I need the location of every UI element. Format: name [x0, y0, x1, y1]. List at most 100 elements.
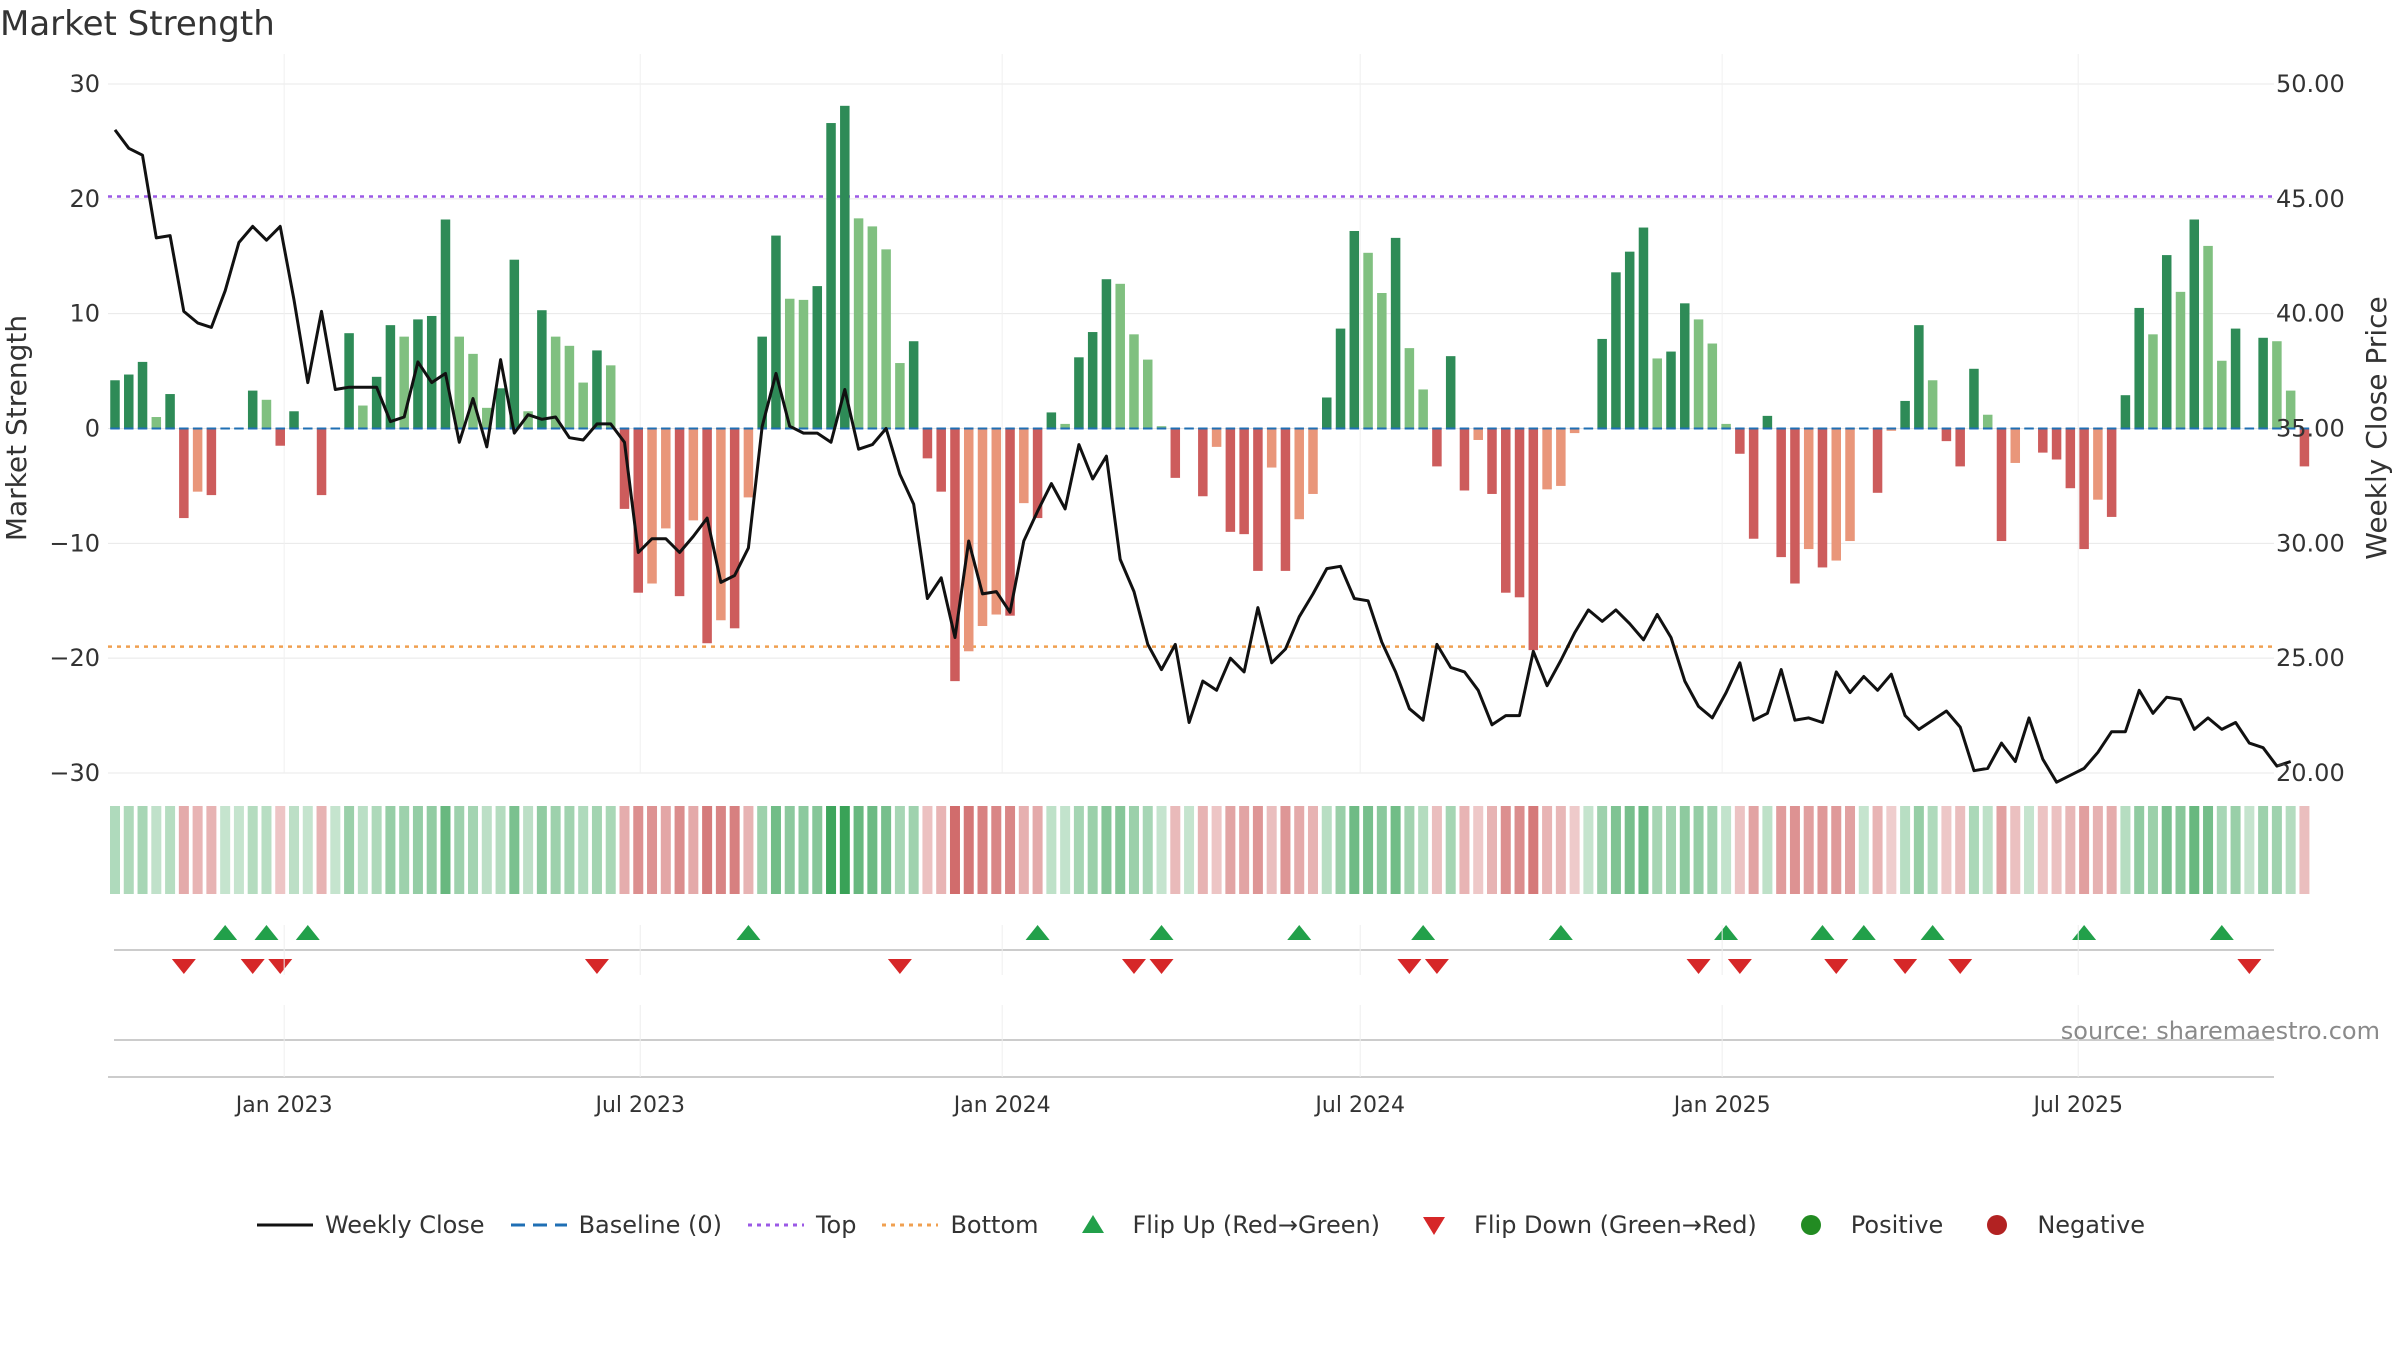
strength-bar — [1735, 428, 1745, 454]
strength-bar — [1776, 428, 1786, 558]
strength-bar — [1074, 357, 1084, 429]
strength-bar — [1611, 272, 1621, 429]
strip-cell — [633, 806, 644, 894]
strength-bar — [2010, 428, 2021, 463]
flip-up-marker — [1548, 925, 1573, 940]
strength-bar — [1914, 325, 1924, 429]
strength-bar — [729, 428, 740, 629]
strength-bar — [1019, 428, 1029, 504]
strength-bar — [1156, 426, 1167, 429]
strip-cell — [1294, 806, 1305, 894]
flip-up-marker — [1411, 925, 1436, 940]
strength-bar — [2272, 341, 2282, 429]
strip-cell — [536, 806, 547, 894]
strip-cell — [770, 806, 781, 894]
strength-bar — [1032, 428, 1043, 519]
strip-cell — [1418, 806, 1429, 894]
strength-bar — [881, 249, 891, 429]
strength-bar — [798, 299, 809, 429]
strip-cell — [936, 806, 947, 894]
strength-bar — [2203, 245, 2213, 429]
strip-cell — [908, 806, 919, 894]
strength-bar — [661, 428, 671, 529]
strip-cell — [1679, 806, 1690, 894]
date-tick-label: Jul 2024 — [1313, 1093, 1405, 1118]
legend-item-flip-down: Flip Down (Green→Red) — [1404, 1211, 1757, 1239]
strip-cell — [1913, 806, 1924, 894]
strip-cell — [1528, 806, 1539, 894]
strip-cell — [1666, 806, 1677, 894]
strength-bar — [895, 363, 905, 429]
strength-bar — [1721, 423, 1731, 429]
strength-bar — [688, 428, 699, 521]
left-axis-title: Market Strength — [0, 315, 33, 541]
strength-bar — [1638, 227, 1649, 429]
strip-cell — [2161, 806, 2172, 894]
strength-bar — [426, 315, 437, 429]
flip-down-marker — [1121, 959, 1146, 974]
weekly-close-line — [113, 128, 2292, 784]
strength-bar — [1294, 428, 1304, 520]
date-axis: Jan 2023 Jul 2023 Jan 2024 Jul 2024 Jan 2025… — [108, 925, 2274, 1118]
flip-up-marker — [2209, 925, 2234, 940]
legend-label: Negative — [2037, 1211, 2146, 1239]
strip-cell — [1376, 806, 1387, 894]
right-tick-label: 35.00 — [2276, 415, 2345, 443]
negative-dot-icon — [1987, 1215, 2008, 1235]
strength-bar — [1101, 279, 1112, 429]
strip-cell — [1638, 806, 1649, 894]
strength-bar — [1817, 428, 1828, 568]
strip-cell — [578, 806, 589, 894]
strength-bar — [1514, 428, 1525, 598]
flip-down-marker — [1948, 959, 1973, 974]
strip-cell — [481, 806, 492, 894]
strength-bar — [1349, 230, 1360, 429]
strip-cell — [440, 806, 451, 894]
strip-cell — [2299, 806, 2310, 894]
strip-cell — [881, 806, 892, 894]
strip-cell — [1390, 806, 1401, 894]
strip-cell — [344, 806, 355, 894]
strip-cell — [1886, 806, 1897, 894]
left-tick-label: −20 — [49, 644, 100, 672]
flip-down-marker — [1686, 959, 1711, 974]
strip-cell — [784, 806, 795, 894]
flip-up-marker — [254, 925, 279, 940]
strength-bar — [757, 336, 767, 429]
strip-cell — [1115, 806, 1126, 894]
strength-bar — [1528, 428, 1539, 651]
strip-cell — [468, 806, 479, 894]
flip-down-marker — [1397, 959, 1422, 974]
strength-bar — [908, 341, 919, 429]
strength-bar — [1322, 397, 1332, 429]
strip-cell — [165, 806, 176, 894]
strip-cell — [1349, 806, 1360, 894]
strength-bar — [2079, 428, 2089, 550]
strip-cell — [674, 806, 685, 894]
strength-bar — [2051, 428, 2062, 460]
strip-cell — [1225, 806, 1236, 894]
right-tick-label: 25.00 — [2276, 644, 2345, 672]
legend-item-bottom: Bottom — [880, 1211, 1039, 1239]
strength-heat-strip — [110, 806, 2310, 894]
strength-bar — [1542, 428, 1552, 490]
strip-cell — [963, 806, 974, 894]
strip-cell — [385, 806, 396, 894]
strength-bar — [1900, 400, 1910, 429]
chart-title: Market Strength — [0, 4, 275, 44]
left-tick-label: −10 — [49, 529, 100, 557]
strip-cell — [2216, 806, 2227, 894]
strip-cell — [839, 806, 850, 894]
strip-cell — [1239, 806, 1250, 894]
strip-cell — [1363, 806, 1374, 894]
strip-cell — [2285, 806, 2296, 894]
strength-bar — [358, 405, 368, 429]
strip-cell — [1060, 806, 1071, 894]
strength-bar — [1707, 343, 1718, 429]
strength-bar — [2065, 428, 2076, 489]
strip-cell — [110, 806, 120, 894]
strength-bar — [702, 428, 712, 644]
strip-cell — [2134, 806, 2145, 894]
strip-cell — [1693, 806, 1704, 894]
strength-bar — [1211, 428, 1222, 447]
